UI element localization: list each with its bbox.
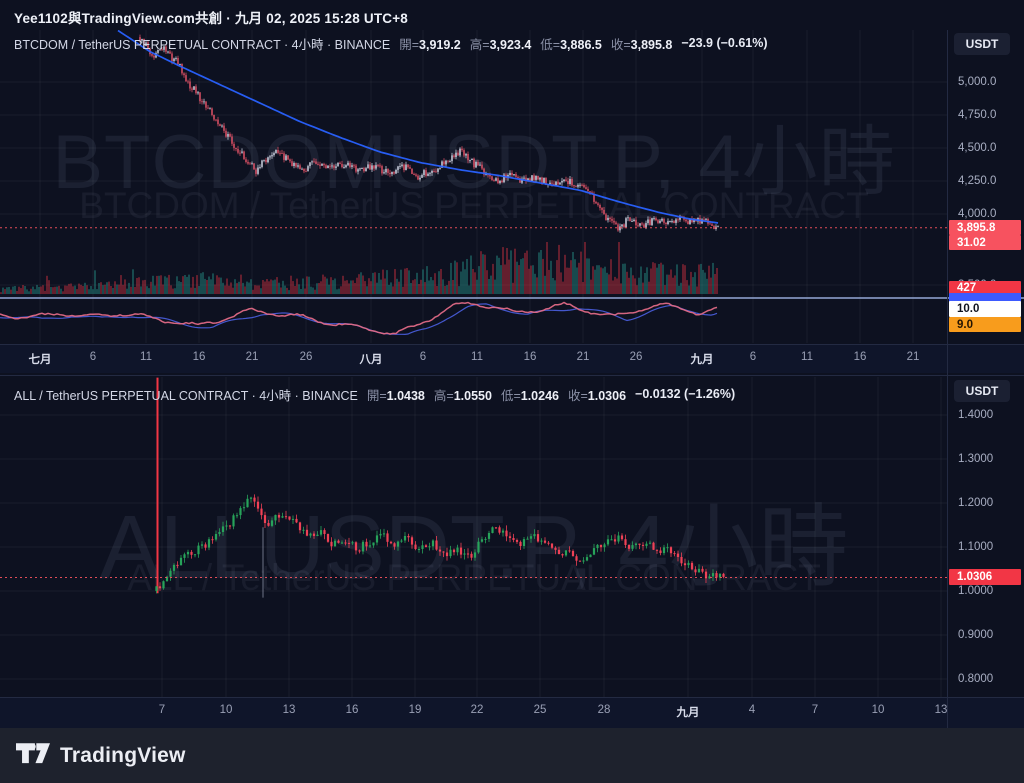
- top-time-axis[interactable]: [0, 344, 1024, 373]
- bottom-symbol-title: ALL / TetherUS PERPETUAL CONTRACT · 4小時 …: [14, 388, 358, 403]
- bottom-price-axis[interactable]: USDT 1.0306 1.4000 1.3000 1.2000 1.1000 1.00…: [948, 377, 1024, 697]
- price-tick-label: 1.1000: [958, 541, 994, 553]
- time-tick-label: 七月: [28, 354, 52, 366]
- top-indicator-label-red: 427: [949, 281, 1021, 295]
- top-currency-button[interactable]: USDT: [954, 33, 1010, 55]
- time-tick-label: 13: [934, 704, 948, 716]
- top-last-price-label: 3,895.8: [949, 220, 1021, 235]
- time-tick-label: 26: [629, 351, 643, 363]
- time-tick-label: 11: [471, 351, 483, 363]
- time-tick-label: 11: [801, 351, 813, 363]
- time-tick-label: 4: [748, 704, 756, 716]
- top-chart-legend[interactable]: BTCDOM / TetherUS PERPETUAL CONTRACT · 4…: [14, 35, 768, 52]
- time-tick-label: 21: [576, 351, 590, 363]
- indicator-pane-separator: [0, 297, 1024, 299]
- bottom-change-value: −0.0132 (−1.26%): [635, 387, 736, 401]
- price-tick-label: 1.4000: [958, 409, 994, 421]
- time-tick-label: 13: [282, 704, 296, 716]
- top-plot-axis-divider: [0, 344, 1024, 345]
- time-tick-label: 6: [749, 351, 757, 363]
- price-tick-label: 1.3000: [958, 453, 994, 465]
- tradingview-logo-icon: [16, 742, 50, 763]
- time-tick-label: 22: [470, 704, 484, 716]
- time-tick-label: 25: [533, 704, 547, 716]
- top-indicator-label-pink: 31.02: [949, 235, 1021, 250]
- panel-divider[interactable]: [0, 375, 1024, 376]
- time-tick-label: 八月: [359, 354, 383, 366]
- tradingview-logo[interactable]: TradingView: [16, 742, 186, 769]
- bottom-last-price-label: 1.0306: [949, 569, 1021, 585]
- time-tick-label: 九月: [690, 354, 714, 366]
- bottom-ohlc-high: 高=1.0550: [433, 388, 492, 403]
- top-price-axis[interactable]: USDT 3,895.8 31.02 427 10.0 9.0 5,000.0 4…: [948, 30, 1024, 344]
- bottom-ohlc-close: 收=1.0306: [567, 388, 627, 403]
- price-tick-label: 1.2000: [958, 497, 994, 509]
- price-tick-label: 0.9000: [958, 629, 994, 641]
- time-tick-label: 11: [140, 351, 152, 363]
- footer-toolbar: TradingView: [0, 728, 1024, 783]
- bottom-time-labels[interactable]: 7 10 13 16 19 22 25 28 九月 4 7 10 13: [0, 697, 948, 728]
- time-tick-label: 10: [219, 704, 233, 716]
- time-tick-label: 21: [906, 351, 920, 363]
- price-tick-label: 4,750.0: [958, 109, 997, 121]
- time-tick-label: 九月: [676, 707, 700, 719]
- time-tick-label: 7: [158, 704, 166, 716]
- bottom-time-axis[interactable]: [0, 697, 1024, 728]
- top-ohlc-close: 收=3,895.8: [610, 37, 673, 52]
- time-tick-label: 16: [192, 351, 206, 363]
- bottom-currency-button[interactable]: USDT: [954, 380, 1010, 402]
- price-tick-label: 4,000.0: [958, 208, 997, 220]
- bottom-plot-axis-divider: [0, 697, 1024, 698]
- time-tick-label: 28: [597, 704, 611, 716]
- time-tick-label: 6: [89, 351, 97, 363]
- top-symbol-title: BTCDOM / TetherUS PERPETUAL CONTRACT · 4…: [14, 37, 391, 52]
- time-tick-label: 10: [871, 704, 885, 716]
- price-tick-label: 1.0000: [958, 585, 994, 597]
- chart-canvas[interactable]: [0, 0, 948, 728]
- top-indicator-label-orange: 9.0: [949, 317, 1021, 332]
- price-tick-label: 4,250.0: [958, 175, 997, 187]
- header-title: Yee1102與TradingView.com共創 · 九月 02, 2025 …: [14, 11, 409, 26]
- bottom-ohlc-low: 低=1.0246: [500, 388, 559, 403]
- time-tick-label: 6: [419, 351, 427, 363]
- time-tick-label: 26: [299, 351, 313, 363]
- time-tick-label: 19: [408, 704, 422, 716]
- top-ohlc-high: 高=3,923.4: [469, 37, 532, 52]
- time-tick-label: 16: [853, 351, 867, 363]
- price-axis-divider: [947, 30, 948, 728]
- bottom-chart-legend[interactable]: ALL / TetherUS PERPETUAL CONTRACT · 4小時 …: [14, 386, 736, 403]
- time-tick-label: 16: [345, 704, 359, 716]
- top-ohlc-open: 開=3,919.2: [399, 37, 461, 52]
- top-time-labels[interactable]: 七月 6 11 16 21 26 八月 6 11 16 21 26 九月 6 11 16 21: [0, 344, 948, 373]
- price-tick-label: 0.8000: [958, 673, 994, 685]
- time-tick-label: 7: [811, 704, 819, 716]
- bottom-ohlc-open: 開=1.0438: [366, 388, 425, 403]
- tradingview-brand-text: TradingView: [60, 743, 186, 767]
- time-tick-label: 16: [523, 351, 537, 363]
- price-tick-label: 5,000.0: [958, 76, 997, 88]
- top-ohlc-low: 低=3,886.5: [540, 37, 602, 52]
- top-indicator-label-white: 10.0: [949, 301, 1021, 317]
- top-change-value: −23.9 (−0.61%): [681, 36, 768, 50]
- time-tick-label: 21: [245, 351, 259, 363]
- price-tick-label: 4,500.0: [958, 142, 997, 154]
